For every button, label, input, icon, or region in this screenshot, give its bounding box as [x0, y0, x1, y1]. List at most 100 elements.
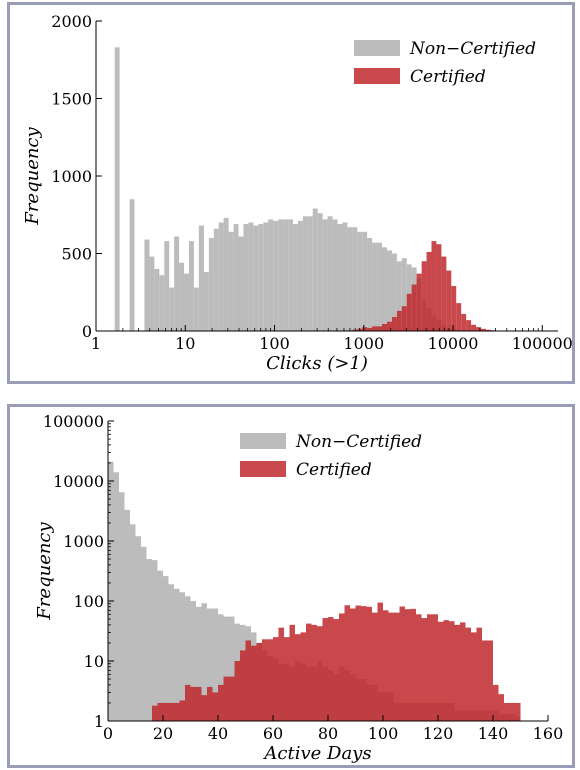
bar: [243, 224, 249, 331]
bar: [333, 619, 339, 721]
bar: [113, 472, 119, 721]
bar: [283, 219, 289, 331]
bar: [372, 326, 378, 331]
bar: [207, 686, 213, 721]
bar: [163, 702, 169, 721]
bar: [248, 222, 254, 331]
bar: [471, 632, 477, 721]
y-tick-label: 10000: [53, 472, 104, 491]
bar: [451, 286, 457, 331]
bar: [307, 216, 313, 331]
bar: [372, 612, 378, 721]
bar: [406, 293, 412, 331]
bar: [185, 684, 191, 721]
bar: [198, 225, 204, 331]
x-tick-label: 20: [153, 724, 173, 743]
y-tick-label: 500: [61, 245, 92, 264]
x-tick-label: 140: [478, 724, 509, 743]
bar: [352, 227, 358, 331]
bar: [327, 216, 333, 331]
bar: [218, 614, 224, 721]
bar: [179, 262, 185, 331]
bar: [201, 603, 207, 721]
bar: [129, 199, 135, 331]
active-days-histogram-panel: 0 20 40 60 80 100 120 140 160 1 10 100 1000 10000 1000…: [7, 404, 575, 768]
bar: [169, 287, 175, 331]
bar: [377, 326, 382, 331]
bar: [342, 222, 348, 331]
clicks-histogram-chart: 1 10 100 1000 10000 100000 0 500 1000 1500 2000 Cli…: [22, 12, 573, 374]
active-days-histogram-chart: 0 20 40 60 80 100 120 140 160 1 10 100 1000 10000 1000…: [34, 412, 564, 764]
bar: [188, 241, 194, 331]
bar: [218, 222, 224, 331]
bar: [184, 273, 189, 331]
bar: [391, 317, 397, 331]
bar: [317, 213, 323, 331]
bar: [421, 618, 427, 721]
y-tick-label: 100000: [43, 412, 104, 431]
bar: [391, 253, 397, 331]
x-tick-label: 100: [368, 724, 399, 743]
clicks-histogram-panel: 1 10 100 1000 10000 100000 0 500 1000 1500 2000 Cli…: [7, 2, 575, 384]
bar: [208, 238, 214, 331]
bar: [253, 225, 259, 331]
bar: [421, 261, 427, 331]
bar: [124, 509, 130, 721]
bar: [295, 634, 301, 721]
bar: [485, 329, 491, 331]
x-tick-label: 10: [175, 334, 195, 353]
x-tick-label: 60: [263, 724, 283, 743]
bar: [163, 576, 169, 721]
bar: [164, 241, 170, 331]
x-tick-label: 10000: [428, 334, 479, 353]
bar: [233, 224, 239, 331]
bar: [141, 546, 147, 721]
bar: [480, 328, 486, 331]
bar: [119, 492, 125, 721]
bar: [179, 700, 185, 721]
bar: [312, 208, 318, 331]
bar: [146, 559, 152, 721]
bar: [114, 47, 120, 331]
bar: [401, 258, 407, 331]
bar: [443, 620, 449, 721]
x-tick-label: 1: [91, 334, 101, 353]
legend-label: Non−Certified: [295, 432, 422, 452]
bar: [386, 250, 392, 331]
bar: [262, 639, 268, 721]
bar: [152, 705, 158, 721]
bar: [449, 621, 455, 721]
legend-label: Certified: [296, 460, 372, 480]
x-tick-label: 80: [318, 724, 338, 743]
bar: [203, 272, 209, 331]
legend-swatch: [354, 40, 400, 56]
x-tick-label: 40: [208, 724, 228, 743]
bar: [159, 275, 165, 331]
x-tick-label: 160: [533, 724, 564, 743]
bar: [337, 224, 343, 331]
y-tick-label: 1000: [51, 167, 92, 186]
legend-swatch: [240, 433, 286, 449]
bar: [212, 608, 218, 721]
bar: [476, 327, 481, 331]
bar: [154, 269, 160, 331]
bar: [288, 219, 293, 331]
bar: [223, 676, 229, 721]
y-tick-label: 10: [84, 652, 104, 671]
bar: [362, 327, 368, 331]
bar: [431, 241, 437, 331]
bar: [238, 236, 244, 331]
bar: [401, 306, 407, 331]
x-tick-label: 0: [103, 724, 113, 743]
bar: [168, 584, 174, 721]
bar: [130, 524, 136, 721]
series-non-certified: [114, 47, 462, 331]
bar: [190, 601, 196, 721]
bar: [245, 640, 251, 721]
bar: [149, 256, 155, 331]
series-certified: [347, 241, 516, 331]
bar: [509, 702, 515, 721]
bar: [357, 231, 363, 331]
bar: [394, 612, 400, 721]
bar: [267, 639, 273, 721]
